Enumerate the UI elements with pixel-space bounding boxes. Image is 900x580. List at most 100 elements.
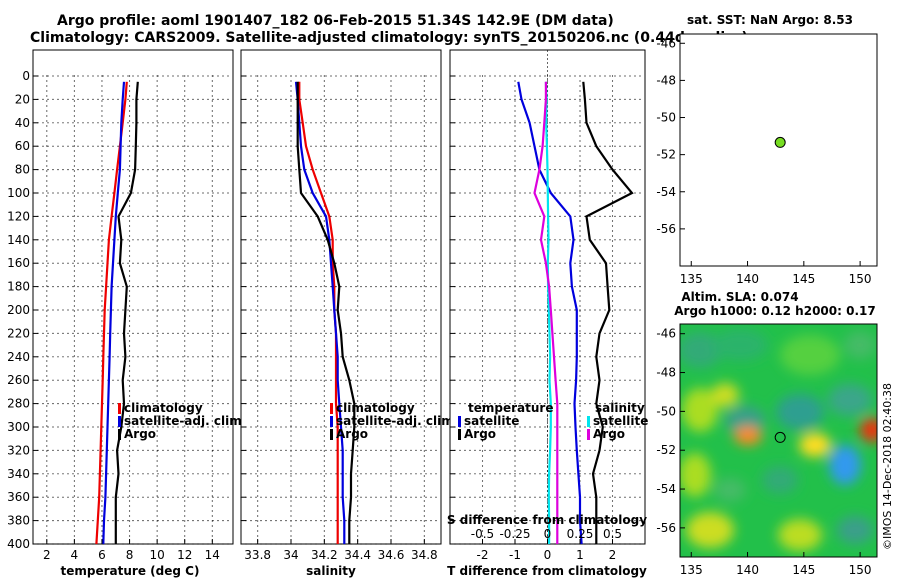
grid-dot (325, 239, 327, 241)
grid-dot (275, 403, 277, 405)
grid-dot (390, 169, 392, 171)
grid-dot (509, 262, 511, 264)
grid-dot (320, 332, 322, 334)
grid-dot (212, 473, 214, 475)
grid-dot (514, 490, 516, 492)
grid-dot (211, 110, 213, 112)
grid-dot (365, 122, 367, 124)
grid-dot (46, 535, 48, 537)
grid-dot (157, 473, 159, 475)
grid-dot (101, 225, 103, 227)
grid-dot (257, 300, 259, 302)
grid-dot (156, 240, 158, 242)
grid-dot (323, 180, 325, 182)
grid-dot (257, 200, 259, 202)
grid-dot (375, 98, 377, 100)
grid-dot (519, 75, 521, 77)
grid-dot (211, 100, 213, 102)
grid-dot (227, 98, 229, 100)
grid-dot (484, 262, 486, 264)
grid-dot (405, 403, 407, 405)
grid-dot (82, 286, 84, 288)
grid-dot (87, 98, 89, 100)
grid-dot (489, 543, 491, 545)
grid-dot (255, 309, 257, 311)
grid-dot (73, 90, 75, 92)
grid-dot (357, 340, 359, 342)
grid-dot (579, 270, 581, 272)
grid-dot (430, 356, 432, 358)
grid-dot (360, 449, 362, 451)
grid-dot (285, 169, 287, 171)
grid-dot (357, 265, 359, 267)
grid-dot (405, 473, 407, 475)
grid-dot (390, 403, 392, 405)
x-tick-label: 2 (43, 548, 51, 562)
grid-dot (212, 98, 214, 100)
grid-dot (423, 445, 425, 447)
grid-dot (390, 265, 392, 267)
grid-dot (290, 403, 292, 405)
grid-dot (534, 98, 536, 100)
grid-dot (579, 240, 581, 242)
grid-dot (62, 332, 64, 334)
grid-dot (459, 262, 461, 264)
grid-dot (184, 275, 186, 277)
grid-dot (192, 543, 194, 545)
grid-dot (481, 310, 484, 312)
grid-dot (77, 215, 79, 217)
grid-dot (184, 145, 186, 147)
grid-dot (390, 270, 392, 272)
grid-dot (604, 426, 606, 428)
grid-dot (172, 262, 174, 264)
grid-dot (390, 426, 392, 428)
grid-dot (484, 122, 486, 124)
grid-dot (335, 473, 337, 475)
grid-dot (479, 379, 481, 381)
map-x-tick-label: 145 (792, 563, 815, 577)
grid-dot (323, 255, 325, 257)
grid-dot (67, 239, 69, 241)
grid-dot (257, 135, 259, 137)
grid-dot (128, 425, 131, 427)
grid-dot (514, 485, 516, 487)
grid-dot (184, 240, 186, 242)
grid-dot (469, 145, 471, 147)
grid-dot (315, 309, 317, 311)
grid-dot (579, 310, 581, 312)
grid-dot (275, 543, 277, 545)
grid-dot (634, 145, 636, 147)
grid-dot (335, 145, 337, 147)
legend-label: Argo (593, 427, 625, 441)
grid-dot (474, 286, 476, 288)
grid-dot (494, 262, 496, 264)
grid-dot (589, 98, 591, 100)
grid-dot (147, 356, 149, 358)
grid-dot (290, 370, 292, 372)
grid-dot (574, 520, 576, 522)
grid-dot (611, 195, 614, 197)
grid-dot (609, 449, 611, 451)
grid-dot (101, 330, 103, 332)
grid-dot (117, 122, 119, 124)
grid-dot (357, 515, 359, 517)
grid-dot (524, 356, 526, 358)
grid-dot (255, 169, 257, 171)
grid-dot (370, 426, 372, 428)
grid-dot (211, 410, 213, 412)
grid-dot (73, 350, 75, 352)
grid-dot (177, 75, 179, 77)
grid-dot (275, 309, 277, 311)
grid-dot (323, 405, 325, 407)
grid-dot (184, 125, 186, 127)
grid-dot (357, 325, 359, 327)
grid-dot (504, 356, 506, 358)
grid-dot (609, 496, 611, 498)
grid-dot (614, 122, 616, 124)
grid-dot (370, 309, 372, 311)
grid-dot (211, 330, 213, 332)
grid-dot (211, 525, 213, 527)
grid-dot (207, 332, 209, 334)
grid-dot (57, 496, 59, 498)
grid-dot (350, 75, 352, 77)
